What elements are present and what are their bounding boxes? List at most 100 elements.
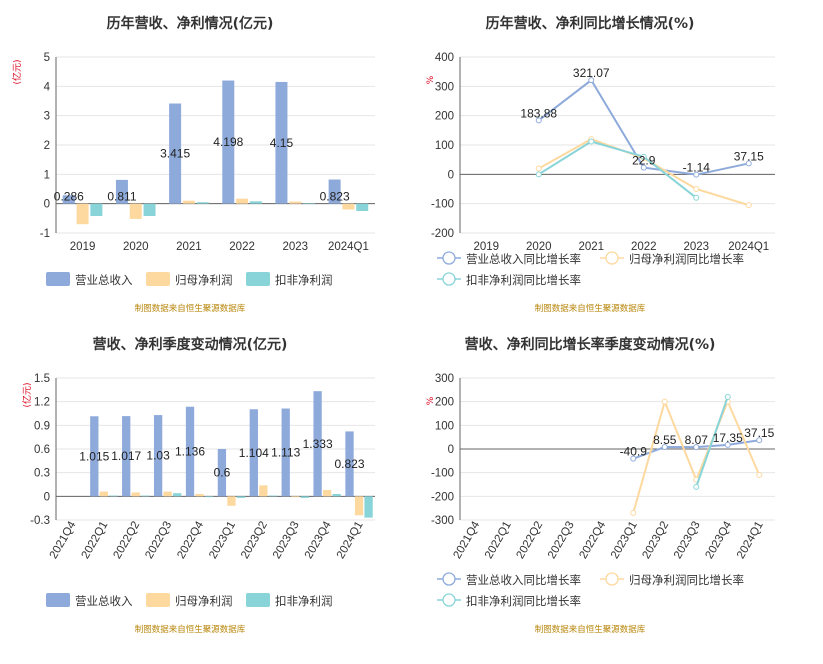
bar-revenue [281, 408, 290, 497]
point-marker [640, 164, 647, 171]
bar-deducted [236, 496, 246, 498]
data-label: 37.15 [734, 149, 764, 163]
chart-title: 营收、净利季度变动情况(亿元) [93, 336, 288, 353]
x-tick-label: 2023Q3 [672, 520, 703, 561]
y-tick-label: -300 [431, 515, 454, 527]
legend-swatch [246, 593, 270, 607]
point-marker [693, 444, 700, 451]
bar-revenue [153, 415, 163, 497]
point-marker [745, 202, 752, 209]
y-tick-label: -0.3 [30, 515, 50, 527]
data-label: 1.136 [175, 445, 205, 459]
point-marker [535, 117, 542, 124]
bar-revenue [217, 449, 227, 497]
point-marker [756, 472, 763, 479]
point-marker [630, 455, 637, 462]
y-tick-label: 0 [448, 444, 454, 456]
chart-panel-2: 历年营收、净利同比增长情况(%) 400 300 200 100 0 -100 -200% 20… [426, 15, 775, 314]
legend-swatch [146, 593, 170, 607]
data-label: 8.55 [653, 433, 677, 447]
legend-marker [605, 251, 619, 265]
data-label: 1.333 [303, 437, 333, 451]
x-tick-label: 2022Q3 [546, 520, 577, 561]
y-tick-label: 400 [435, 52, 454, 64]
data-label: -1.14 [683, 161, 711, 175]
x-tick-label: 2019 [473, 241, 499, 253]
point-marker [724, 441, 731, 448]
y-tick-label: 100 [435, 420, 454, 432]
data-label: 4.198 [213, 135, 243, 149]
bar-netprofit [236, 198, 249, 204]
data-label: 17.35 [713, 431, 743, 445]
bar-deducted [249, 201, 262, 204]
point-marker [693, 194, 700, 201]
bar-netprofit [342, 203, 355, 210]
point-marker [756, 437, 763, 444]
bar-deducted [303, 203, 316, 204]
x-tick-label: 2021Q4 [451, 519, 482, 561]
bar-deducted [143, 203, 156, 216]
x-tick-label: 2022Q2 [111, 520, 142, 561]
y-tick-label: 300 [435, 81, 454, 93]
bar-deducted [196, 202, 209, 204]
bar-revenue [90, 416, 99, 497]
bar-deducted [173, 493, 182, 497]
bar-deducted [332, 493, 341, 497]
legend-label: 营业总收入同比增长率 [466, 252, 581, 266]
bar-netprofit [259, 485, 268, 497]
y-tick-label: -200 [431, 491, 454, 503]
y-unit-label: % [426, 75, 436, 84]
bar-revenue [62, 195, 75, 204]
chart-title: 历年营收、净利同比增长情况(%) [486, 15, 695, 32]
data-label: 0.823 [334, 457, 364, 471]
point-marker [745, 160, 752, 167]
point-marker [630, 509, 637, 516]
x-tick-label: 2022 [229, 241, 255, 253]
y-tick-label: 300 [435, 373, 454, 385]
x-tick-label: 2023Q4 [703, 519, 734, 561]
legend-label: 归母净利润 [175, 594, 233, 608]
x-tick-label: 2021Q4 [48, 519, 79, 561]
y-unit-label: (亿元) [21, 382, 33, 407]
point-marker [693, 186, 700, 192]
legend-marker [605, 572, 619, 586]
x-tick-label: 2024Q1 [328, 241, 369, 253]
point-marker [535, 171, 542, 178]
x-tick-label: 2023Q1 [207, 520, 238, 561]
x-tick-label: 2021 [578, 241, 604, 253]
bar-deducted [268, 495, 278, 497]
bar-netprofit [99, 491, 108, 497]
bar-revenue [169, 103, 182, 204]
bar-revenue [275, 81, 288, 204]
y-tick-label: 200 [435, 397, 454, 409]
x-tick-label: 2022Q1 [483, 520, 514, 561]
x-tick-label: 2023Q2 [239, 520, 270, 561]
y-tick-label: 4 [44, 81, 51, 93]
chart-panel-1: 历年营收、净利情况(亿元) 5 4 3 2 1 0 -1 (亿元) 2019 2020 2021 202… [11, 15, 375, 314]
legend-label: 归母净利润同比增长率 [629, 573, 744, 587]
x-tick-label: 2023Q1 [609, 520, 640, 561]
legend-swatch [46, 272, 70, 286]
point-marker [693, 171, 700, 178]
x-tick-label: 2024Q1 [735, 520, 766, 561]
legend-marker [442, 251, 456, 265]
bar-deducted [364, 496, 373, 518]
data-label: 1.017 [111, 449, 141, 463]
data-label: 0.286 [54, 190, 84, 204]
x-tick-label: 2023Q2 [640, 520, 671, 561]
y-tick-label: -200 [431, 228, 454, 240]
data-label: 0.6 [214, 466, 231, 480]
data-label: -40.9 [620, 445, 648, 459]
x-tick-label: 2023 [683, 241, 709, 253]
bar-revenue [345, 431, 354, 497]
bar-netprofit [289, 201, 302, 204]
x-tick-label: 2024Q1 [728, 241, 769, 253]
y-unit-label: (亿元) [11, 59, 23, 84]
bar-revenue [313, 391, 322, 497]
chart-panel-4: 营收、净利同比增长率季度变动情况(%) 300 200 100 0 -100 -200 -30… [426, 336, 775, 635]
point-marker [535, 165, 542, 172]
y-tick-label: -1 [40, 228, 50, 240]
y-tick-label: 0.9 [34, 420, 50, 432]
y-tick-label: 1.2 [34, 397, 50, 409]
data-label: 1.104 [239, 446, 269, 460]
